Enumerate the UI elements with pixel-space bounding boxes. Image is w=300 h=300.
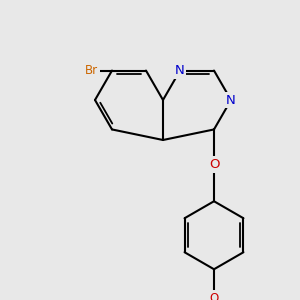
Text: N: N xyxy=(226,94,236,106)
Text: O: O xyxy=(209,292,219,300)
Text: Br: Br xyxy=(85,64,98,77)
Text: N: N xyxy=(175,64,185,77)
Text: O: O xyxy=(209,158,219,171)
